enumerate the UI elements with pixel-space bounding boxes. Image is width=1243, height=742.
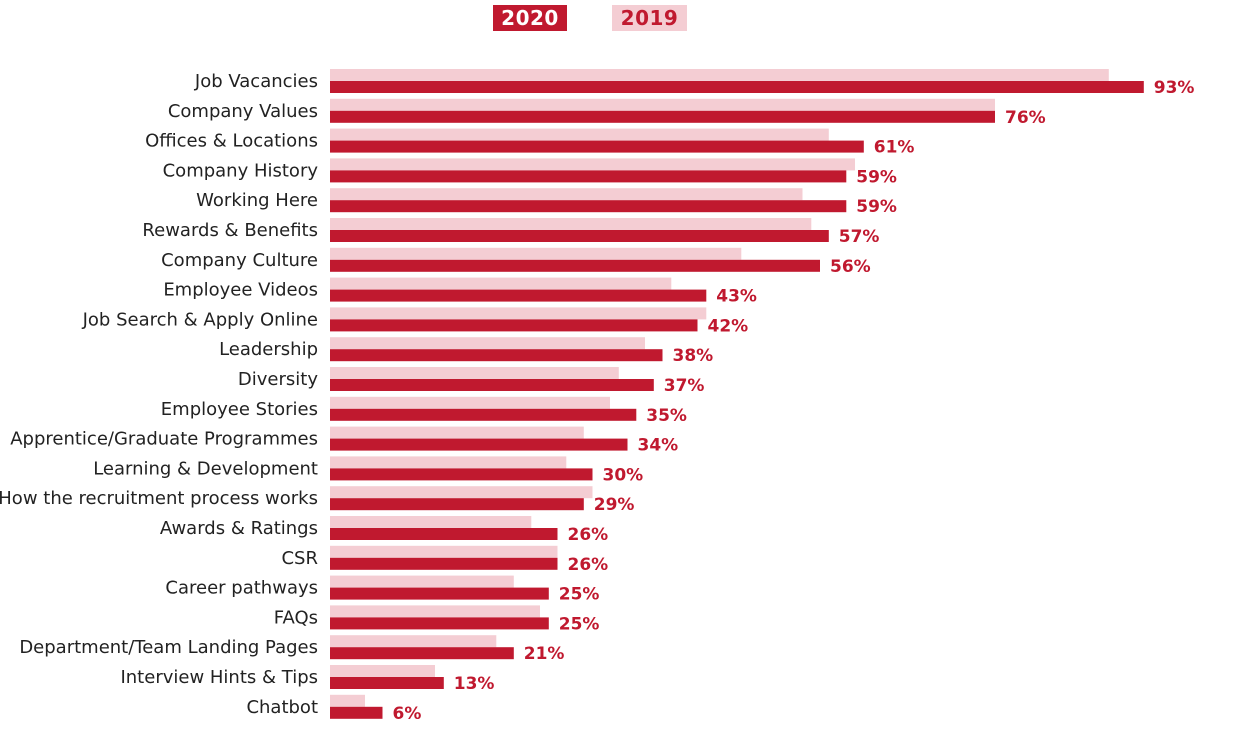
- category-label: Interview Hints & Tips: [120, 667, 318, 688]
- bar-2019: [330, 218, 812, 230]
- value-label: 56%: [830, 257, 871, 277]
- bar-2020: [330, 170, 847, 183]
- category-label: Company History: [163, 160, 319, 181]
- category-label: Apprentice/Graduate Programmes: [10, 429, 318, 450]
- value-label: 34%: [638, 436, 679, 456]
- category-label: Leadership: [219, 339, 318, 360]
- bar-2019: [330, 694, 365, 707]
- category-label: Job Vacancies: [194, 71, 318, 92]
- legend-2020-label: 2020: [501, 6, 559, 30]
- bar-2020: [330, 498, 584, 511]
- bar-2019: [330, 665, 435, 677]
- bar-2019: [330, 277, 672, 290]
- legend-2020: 2020: [493, 5, 567, 31]
- value-label: 76%: [1005, 108, 1046, 128]
- bar-2020: [330, 587, 549, 600]
- bar-2019: [330, 247, 742, 260]
- bar-2019: [330, 158, 855, 171]
- bar-2020: [330, 647, 514, 660]
- bar-2019: [330, 516, 532, 528]
- category-label: Employee Stories: [161, 399, 318, 420]
- category-label: FAQs: [274, 607, 318, 628]
- value-label: 59%: [856, 167, 897, 187]
- value-label: 25%: [559, 614, 600, 634]
- category-label: Chatbot: [246, 697, 318, 718]
- bar-2020: [330, 140, 864, 153]
- bar-2019: [330, 98, 995, 111]
- bar-2019: [330, 396, 610, 409]
- value-label: 21%: [524, 644, 565, 664]
- category-label: CSR: [281, 548, 318, 569]
- bar-2020: [330, 289, 707, 302]
- category-label: Learning & Development: [93, 458, 318, 479]
- category-label: Company Culture: [161, 250, 318, 271]
- value-label: 38%: [673, 346, 714, 366]
- bar-2020: [330, 110, 995, 123]
- bar-2020: [330, 438, 628, 451]
- category-label: Diversity: [238, 369, 318, 390]
- bar-2019: [330, 367, 619, 379]
- value-label: 61%: [874, 138, 915, 158]
- bar-2019: [330, 486, 593, 499]
- bar-2020: [330, 706, 383, 719]
- value-label: 42%: [708, 316, 749, 336]
- bar-2020: [330, 617, 549, 630]
- bar-2019: [330, 575, 514, 588]
- category-label: Awards & Ratings: [160, 518, 318, 539]
- category-label: Working Here: [196, 190, 318, 211]
- value-label: 57%: [839, 227, 880, 247]
- category-label: Department/Team Landing Pages: [19, 637, 318, 658]
- bar-2020: [330, 200, 847, 213]
- value-label: 37%: [664, 376, 705, 396]
- value-label: 25%: [559, 585, 600, 605]
- bar-2019: [330, 635, 497, 648]
- legend-2019: 2019: [612, 5, 687, 31]
- value-label: 35%: [646, 406, 687, 426]
- bar-2020: [330, 379, 654, 391]
- value-label: 43%: [716, 287, 757, 307]
- bar-2020: [330, 528, 558, 540]
- value-label: 29%: [594, 495, 635, 515]
- category-label: Offices & Locations: [145, 131, 318, 152]
- bar-2020: [330, 259, 820, 272]
- value-label: 13%: [454, 674, 495, 694]
- bar-2020: [330, 230, 829, 242]
- bar-2020: [330, 468, 593, 481]
- bar-2019: [330, 128, 829, 141]
- value-label: 6%: [393, 704, 422, 724]
- category-label: Job Search & Apply Online: [82, 309, 318, 330]
- category-label: Employee Videos: [163, 280, 318, 301]
- bar-2019: [330, 307, 707, 320]
- value-label: 93%: [1154, 78, 1195, 98]
- bar-2020: [330, 677, 444, 689]
- value-label: 30%: [603, 465, 644, 485]
- bar-2019: [330, 456, 567, 469]
- category-label: How the recruitment process works: [0, 488, 318, 509]
- bar-2020: [330, 81, 1144, 93]
- category-label: Company Values: [168, 101, 318, 122]
- legend-2019-label: 2019: [620, 6, 679, 30]
- bar-2019: [330, 426, 584, 439]
- value-label: 59%: [856, 197, 897, 217]
- value-label: 26%: [568, 525, 609, 545]
- bar-2020: [330, 319, 698, 332]
- category-label: Rewards & Benefits: [142, 220, 318, 241]
- bar-2020: [330, 557, 558, 570]
- bar-2020: [330, 349, 663, 362]
- bar-2019: [330, 605, 540, 618]
- bar-2019: [330, 69, 1109, 81]
- category-label: Career pathways: [165, 578, 318, 599]
- bar-2019: [330, 545, 558, 558]
- value-label: 26%: [568, 555, 609, 575]
- bar-2019: [330, 188, 803, 201]
- bar-2020: [330, 408, 637, 421]
- bar-2019: [330, 337, 645, 350]
